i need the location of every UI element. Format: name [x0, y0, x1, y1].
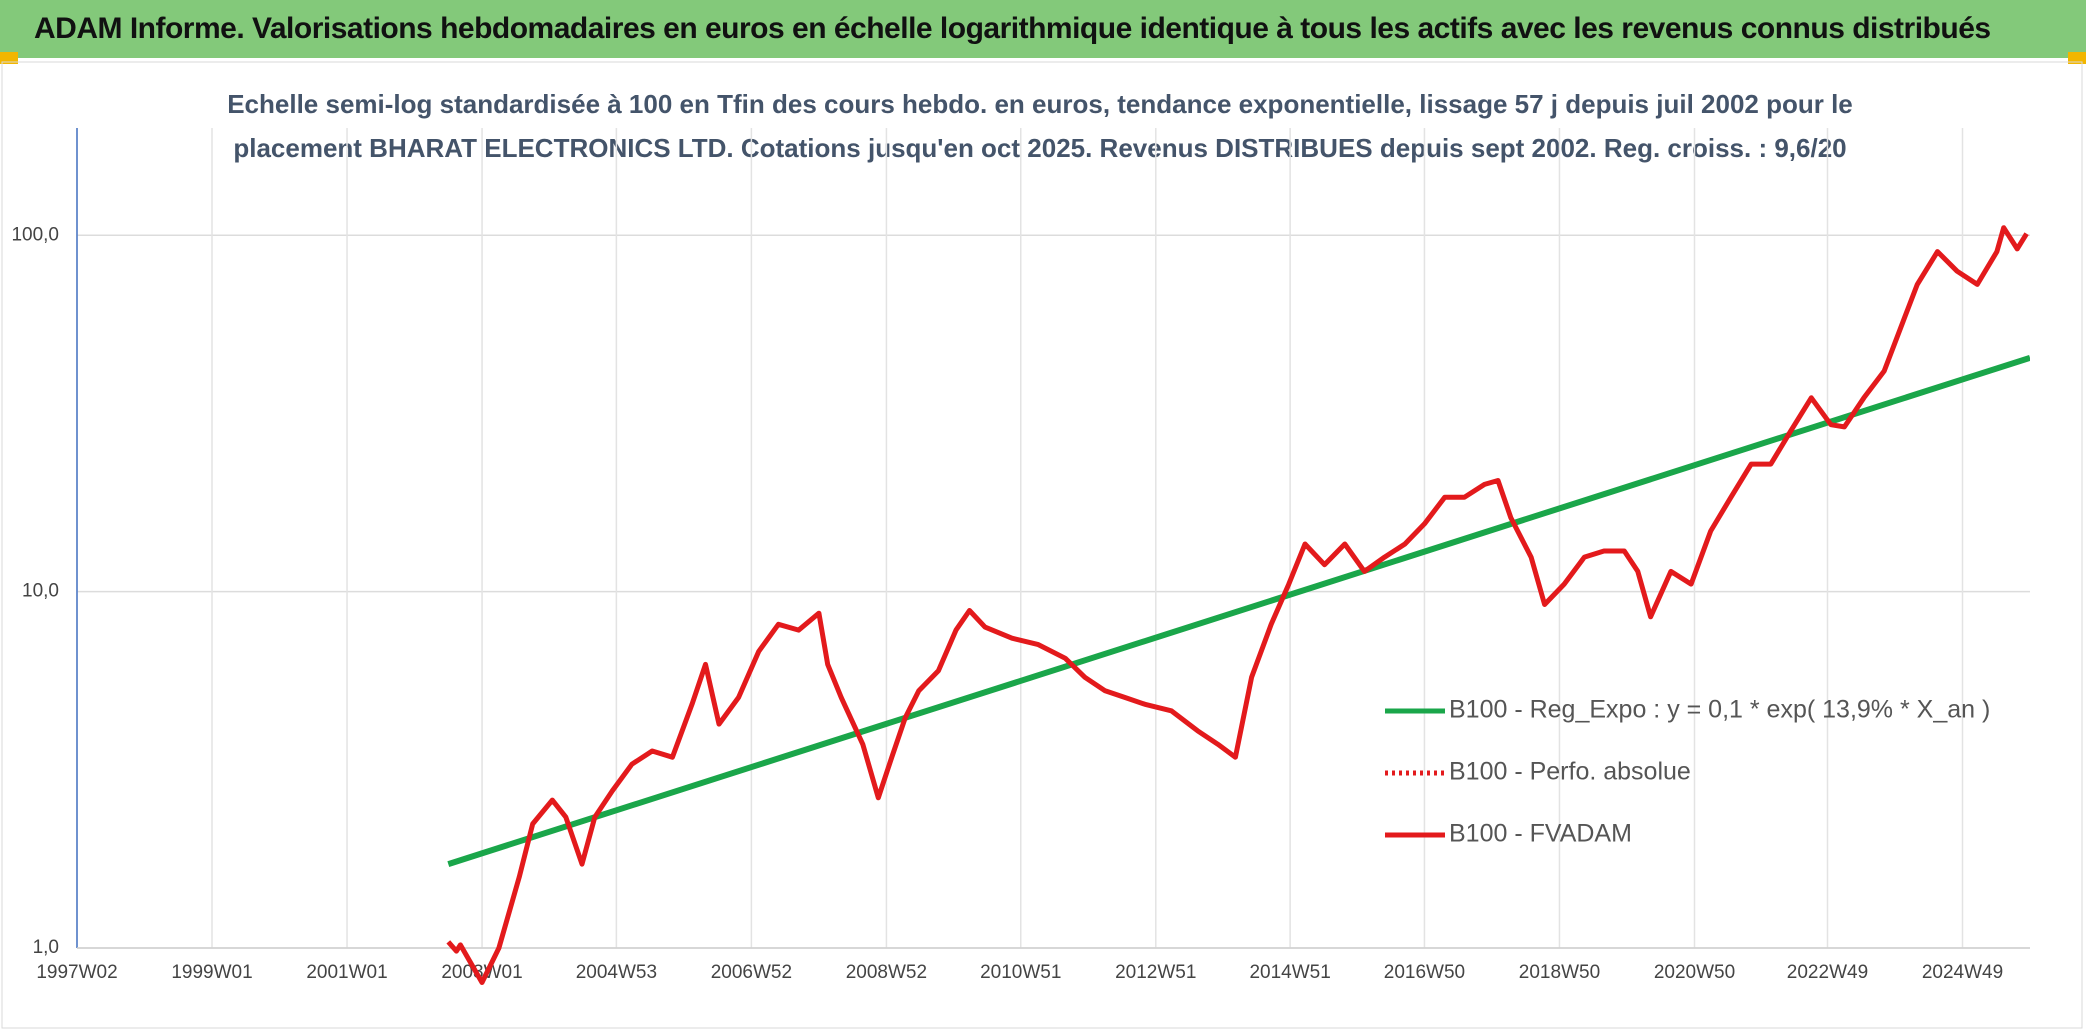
x-tick-label: 2006W52 — [711, 962, 792, 983]
x-tick-label: 2020W50 — [1654, 962, 1735, 983]
y-tick-label: 10,0 — [22, 581, 59, 602]
x-tick-label: 2014W51 — [1249, 962, 1330, 983]
x-tick-label: 1997W02 — [36, 962, 117, 983]
x-tick-label: 2010W51 — [980, 962, 1061, 983]
chart: Echelle semi-log standardisée à 100 en T… — [1, 61, 2083, 1029]
series-line — [446, 225, 2029, 985]
frame — [1, 61, 2083, 1029]
corner — [0, 52, 18, 64]
x-tick-label: 2004W53 — [576, 962, 657, 983]
y-tick-label: 1,0 — [33, 937, 59, 958]
x-tick-label: 2008W52 — [846, 962, 927, 983]
x-tick-label: 2016W50 — [1384, 962, 1465, 983]
corner — [2068, 52, 2086, 64]
x-tick-label: 2022W49 — [1787, 962, 1868, 983]
legend-label: B100 - Reg_Expo : y = 0,1 * exp( 13,9% *… — [1449, 696, 1990, 724]
y-tick-label: 100,0 — [11, 224, 59, 245]
header-title: ADAM Informe. Valorisations hebdomadaire… — [34, 12, 1991, 45]
x-tick-label: 2012W51 — [1115, 962, 1196, 983]
legend-label: B100 - FVADAM — [1449, 820, 1632, 848]
x-tick-label: 2001W01 — [306, 962, 387, 983]
subtitle: Echelle semi-log standardisée à 100 en T… — [227, 89, 1853, 119]
x-tick-label: 2018W50 — [1519, 962, 1600, 983]
x-tick-label: 2003W01 — [441, 962, 522, 983]
header: ADAM Informe. Valorisations hebdomadaire… — [0, 0, 2086, 58]
x-tick-label: 1999W01 — [171, 962, 252, 983]
legend-label: B100 - Perfo. absolue — [1449, 758, 1691, 786]
x-tick-label: 2024W49 — [1922, 962, 2003, 983]
series-line — [447, 354, 2030, 867]
subtitle: placement BHARAT ELECTRONICS LTD. Cotati… — [233, 133, 1846, 163]
